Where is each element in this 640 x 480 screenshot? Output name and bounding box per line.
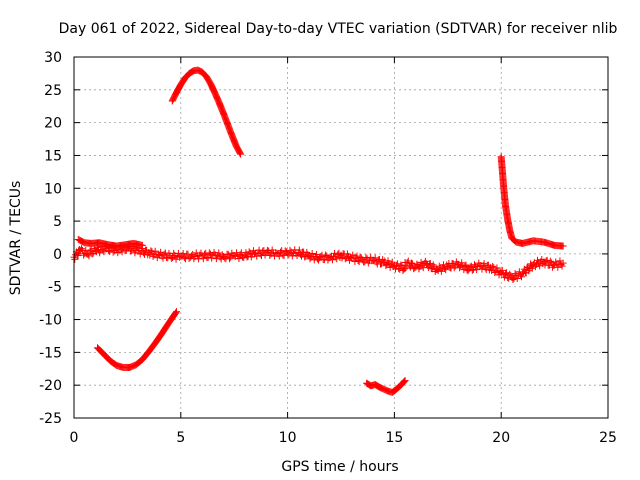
y-tick-label: 30 xyxy=(44,50,62,66)
series-arc-high-hump xyxy=(168,66,245,158)
series-trace-arc-short-negative xyxy=(363,377,408,396)
series-trace-arc-main-zero xyxy=(71,242,408,275)
y-tick-label: -15 xyxy=(39,345,62,361)
y-tick-label: 0 xyxy=(53,247,62,263)
x-tick-label: 25 xyxy=(599,430,617,446)
y-tick-label: 25 xyxy=(44,83,62,99)
plot-frame xyxy=(73,56,609,419)
series-arc-short-negative xyxy=(363,377,409,396)
y-tick-label: 15 xyxy=(44,148,62,164)
series-arc-late-negative xyxy=(401,256,567,284)
series-trace-arc-high-hump xyxy=(169,66,244,157)
series-arc-late-rise xyxy=(497,153,567,250)
y-tick-label: -5 xyxy=(48,280,62,296)
x-axis-title: GPS time / hours xyxy=(281,459,398,475)
series-trace-arc-late-negative xyxy=(402,256,566,284)
axis-ticks: 0 5 10 15 20 25 -25 -20 -15 -10 -5 0 5 10 15 20 25 30 xyxy=(39,50,617,446)
x-tick-label: 15 xyxy=(385,430,403,446)
data-marks xyxy=(70,66,567,396)
y-tick-label: -10 xyxy=(39,313,62,329)
x-tick-label: 0 xyxy=(70,430,79,446)
y-tick-label: 10 xyxy=(44,181,62,197)
chart-title: Day 061 of 2022, Sidereal Day-to-day VTE… xyxy=(59,21,618,37)
x-tick-label: 10 xyxy=(279,430,297,446)
y-tick-label: 5 xyxy=(53,214,62,230)
y-tick-label: 20 xyxy=(44,116,62,132)
series-arc-low-trough xyxy=(93,308,181,371)
y-tick-label: -25 xyxy=(39,411,62,427)
series-arc-early-positive xyxy=(74,235,146,250)
series-trace-arc-late-rise xyxy=(497,154,566,250)
y-axis-title: SDTVAR / TECUs xyxy=(8,181,24,296)
x-tick-label: 20 xyxy=(492,430,510,446)
x-tick-label: 5 xyxy=(176,430,185,446)
y-tick-label: -20 xyxy=(39,378,62,394)
series-arc-main-zero xyxy=(70,242,409,275)
series-trace-arc-early-positive xyxy=(75,236,145,250)
series-trace-arc-low-trough xyxy=(94,309,180,371)
